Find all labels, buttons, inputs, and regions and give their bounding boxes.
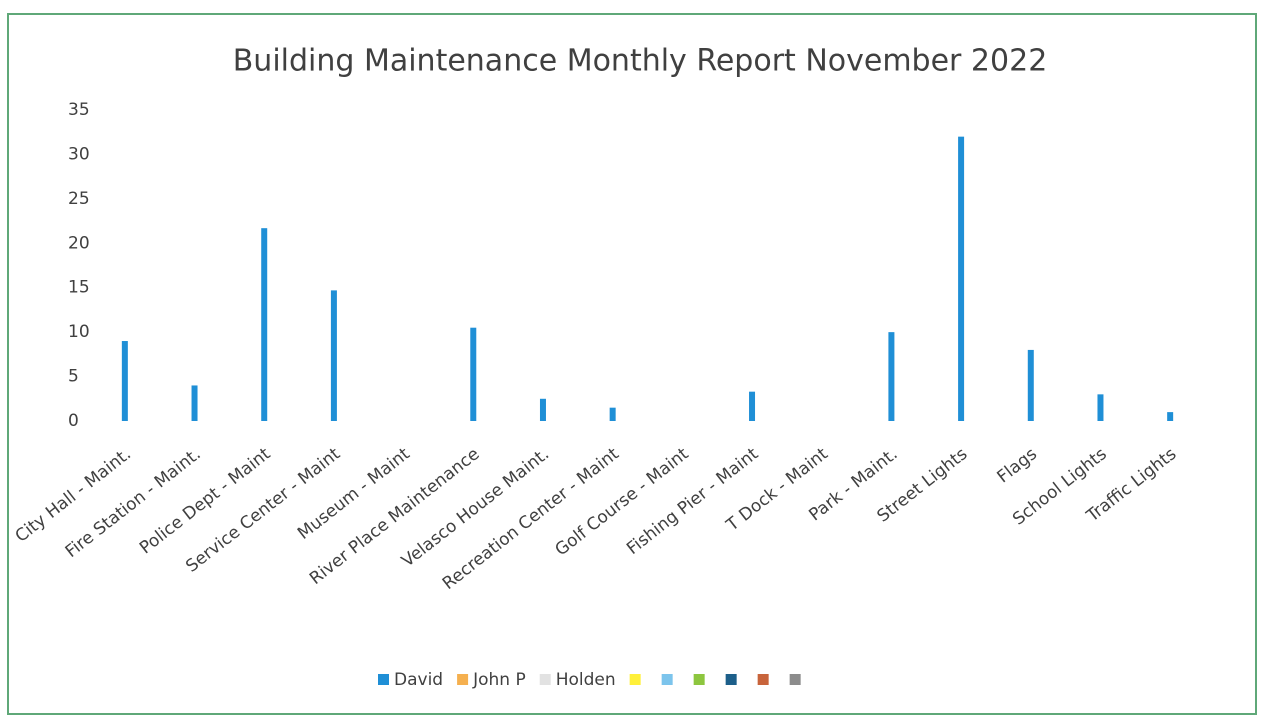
- y-tick-label: 30: [68, 144, 90, 164]
- legend-swatch: [661, 674, 673, 685]
- legend-swatch: [693, 674, 705, 685]
- bar: [261, 228, 268, 421]
- y-tick-label: 15: [68, 278, 90, 298]
- bar: [470, 327, 477, 421]
- y-tick-label: 35: [68, 100, 90, 120]
- legend-label: John P: [472, 670, 526, 690]
- bar: [1027, 349, 1034, 421]
- bar: [609, 407, 616, 421]
- bar: [1097, 394, 1104, 421]
- chart-title: Building Maintenance Monthly Report Nove…: [233, 44, 1048, 79]
- chart-frame: [7, 13, 1257, 715]
- y-tick-label: 10: [68, 322, 90, 342]
- bar: [191, 385, 198, 421]
- y-tick-label: 0: [68, 411, 79, 431]
- legend-label: David: [394, 670, 443, 690]
- bar: [888, 332, 895, 421]
- bar: [121, 341, 128, 421]
- bar: [330, 290, 337, 421]
- legend-swatch: [457, 674, 469, 685]
- bar: [1167, 412, 1174, 421]
- legend-label: Holden: [556, 670, 616, 690]
- bar: [539, 398, 546, 421]
- legend-swatch: [789, 674, 801, 685]
- bar: [958, 136, 965, 421]
- legend-swatch: [757, 674, 769, 685]
- legend-swatch: [725, 674, 737, 685]
- bar: [749, 391, 756, 421]
- legend-swatch: [629, 674, 641, 685]
- y-tick-label: 20: [68, 233, 90, 253]
- y-tick-label: 25: [68, 189, 90, 209]
- legend-swatch: [539, 674, 551, 685]
- y-tick-label: 5: [68, 367, 79, 387]
- legend-swatch: [378, 674, 389, 685]
